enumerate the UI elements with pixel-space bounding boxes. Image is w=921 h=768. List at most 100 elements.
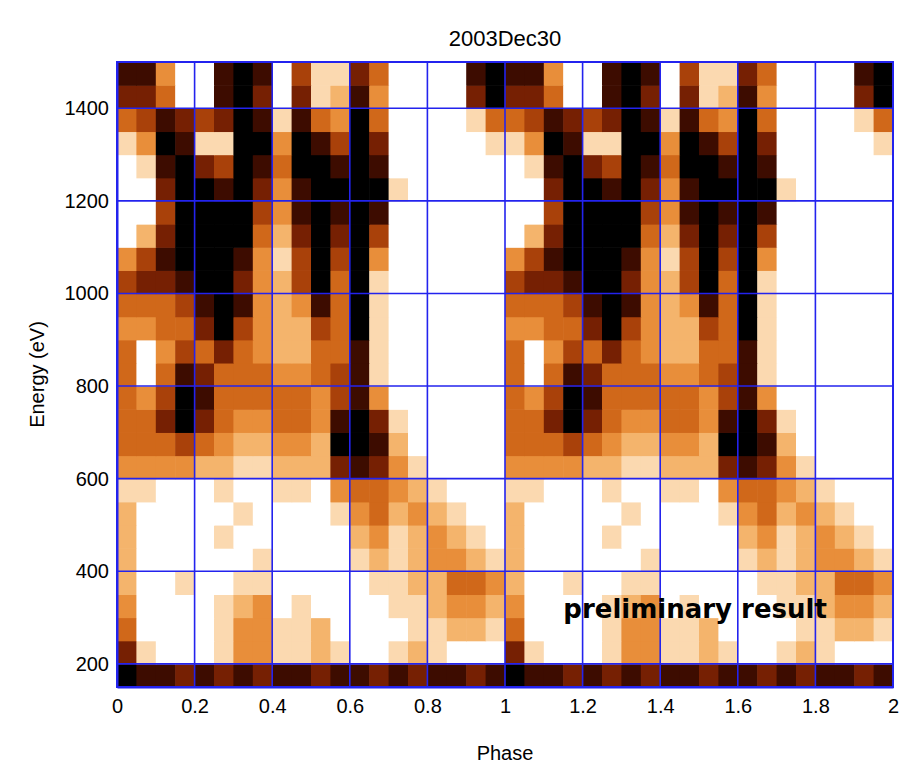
heat-cell bbox=[350, 641, 370, 665]
tick: 1.2 bbox=[569, 687, 597, 717]
heat-cell bbox=[874, 502, 893, 526]
heat-cell bbox=[757, 386, 777, 410]
heat-cell bbox=[505, 363, 525, 387]
heat-cell bbox=[156, 502, 176, 526]
heat-cell bbox=[738, 178, 758, 202]
heat-cell bbox=[136, 664, 156, 687]
heat-cell bbox=[389, 340, 409, 364]
heat-cell bbox=[660, 525, 680, 549]
heat-cell bbox=[253, 664, 273, 687]
heat-cell bbox=[757, 548, 777, 572]
heat-cell bbox=[195, 525, 215, 549]
heat-cell bbox=[214, 293, 234, 317]
heat-cell bbox=[854, 432, 874, 456]
heat-cell bbox=[602, 502, 622, 526]
heat-cell bbox=[738, 201, 758, 225]
heat-cell bbox=[777, 456, 797, 480]
tick-label: 0.8 bbox=[414, 695, 442, 717]
heat-cell bbox=[699, 456, 719, 480]
heat-cell bbox=[175, 571, 195, 595]
heat-cell bbox=[718, 224, 738, 248]
heat-cell bbox=[544, 502, 564, 526]
heat-cell bbox=[874, 85, 893, 109]
plot-frame bbox=[117, 62, 893, 687]
heat-cell bbox=[330, 386, 350, 410]
heat-cell bbox=[641, 409, 661, 433]
heat-cell bbox=[427, 201, 447, 225]
heat-cell bbox=[524, 456, 544, 480]
heat-cell bbox=[524, 340, 544, 364]
heat-cell bbox=[777, 317, 797, 341]
heat-cell bbox=[175, 270, 195, 294]
heat-cell bbox=[330, 247, 350, 271]
heat-cell bbox=[486, 525, 506, 549]
heat-cell bbox=[486, 62, 506, 86]
heat-cell bbox=[350, 224, 370, 248]
heat-cell bbox=[156, 571, 176, 595]
heat-cell bbox=[447, 456, 467, 480]
heat-cell bbox=[602, 479, 622, 503]
heat-cell bbox=[486, 409, 506, 433]
heat-cell bbox=[486, 131, 506, 155]
heat-cell bbox=[680, 201, 700, 225]
heat-cell bbox=[621, 363, 641, 387]
heat-cell bbox=[350, 270, 370, 294]
heat-cell bbox=[757, 131, 777, 155]
heat-cell bbox=[718, 131, 738, 155]
heat-cell bbox=[466, 108, 486, 132]
heat-cell bbox=[815, 62, 835, 86]
heat-cell bbox=[815, 664, 835, 687]
heat-cell bbox=[660, 247, 680, 271]
heat-cell bbox=[757, 664, 777, 687]
heat-cell bbox=[583, 525, 603, 549]
heat-cell bbox=[738, 85, 758, 109]
heat-cell bbox=[195, 664, 215, 687]
heat-cell bbox=[272, 155, 292, 179]
heat-cell bbox=[544, 479, 564, 503]
heat-cell bbox=[369, 386, 389, 410]
heat-cell bbox=[583, 108, 603, 132]
heat-cell bbox=[311, 548, 331, 572]
heat-cell bbox=[641, 386, 661, 410]
heat-cell bbox=[292, 409, 312, 433]
heat-cell bbox=[718, 386, 738, 410]
heat-cell bbox=[311, 502, 331, 526]
heat-cell bbox=[253, 131, 273, 155]
heat-cell bbox=[389, 178, 409, 202]
heat-cell bbox=[311, 456, 331, 480]
heat-cell bbox=[777, 641, 797, 665]
heat-cell bbox=[699, 317, 719, 341]
grid-line bbox=[427, 62, 429, 687]
heat-cell bbox=[835, 293, 855, 317]
heat-cell bbox=[408, 641, 428, 665]
heat-cell bbox=[427, 479, 447, 503]
heat-cell bbox=[253, 548, 273, 572]
heat-cell bbox=[602, 178, 622, 202]
heat-cell bbox=[602, 247, 622, 271]
x-axis: 00.20.40.60.811.21.41.61.82 bbox=[112, 687, 899, 717]
heat-cell bbox=[815, 571, 835, 595]
heat-cell bbox=[757, 108, 777, 132]
heat-cell bbox=[408, 432, 428, 456]
heat-cell bbox=[369, 502, 389, 526]
heat-cell bbox=[621, 409, 641, 433]
grid-line bbox=[504, 62, 506, 687]
heat-cell bbox=[389, 108, 409, 132]
heat-cell bbox=[292, 594, 312, 618]
heat-cell bbox=[408, 201, 428, 225]
heat-cell bbox=[253, 525, 273, 549]
heat-cell bbox=[292, 456, 312, 480]
tick-label: 0.2 bbox=[181, 695, 209, 717]
heat-cell bbox=[505, 270, 525, 294]
heat-cell bbox=[544, 432, 564, 456]
heat-cell bbox=[486, 363, 506, 387]
heat-cell bbox=[272, 317, 292, 341]
heat-cell bbox=[272, 548, 292, 572]
heat-cell bbox=[292, 293, 312, 317]
heat-cell bbox=[136, 479, 156, 503]
grid-line bbox=[117, 107, 893, 109]
heat-cell bbox=[156, 456, 176, 480]
heat-cell bbox=[156, 409, 176, 433]
heat-cell bbox=[156, 62, 176, 86]
heat-cell bbox=[815, 548, 835, 572]
